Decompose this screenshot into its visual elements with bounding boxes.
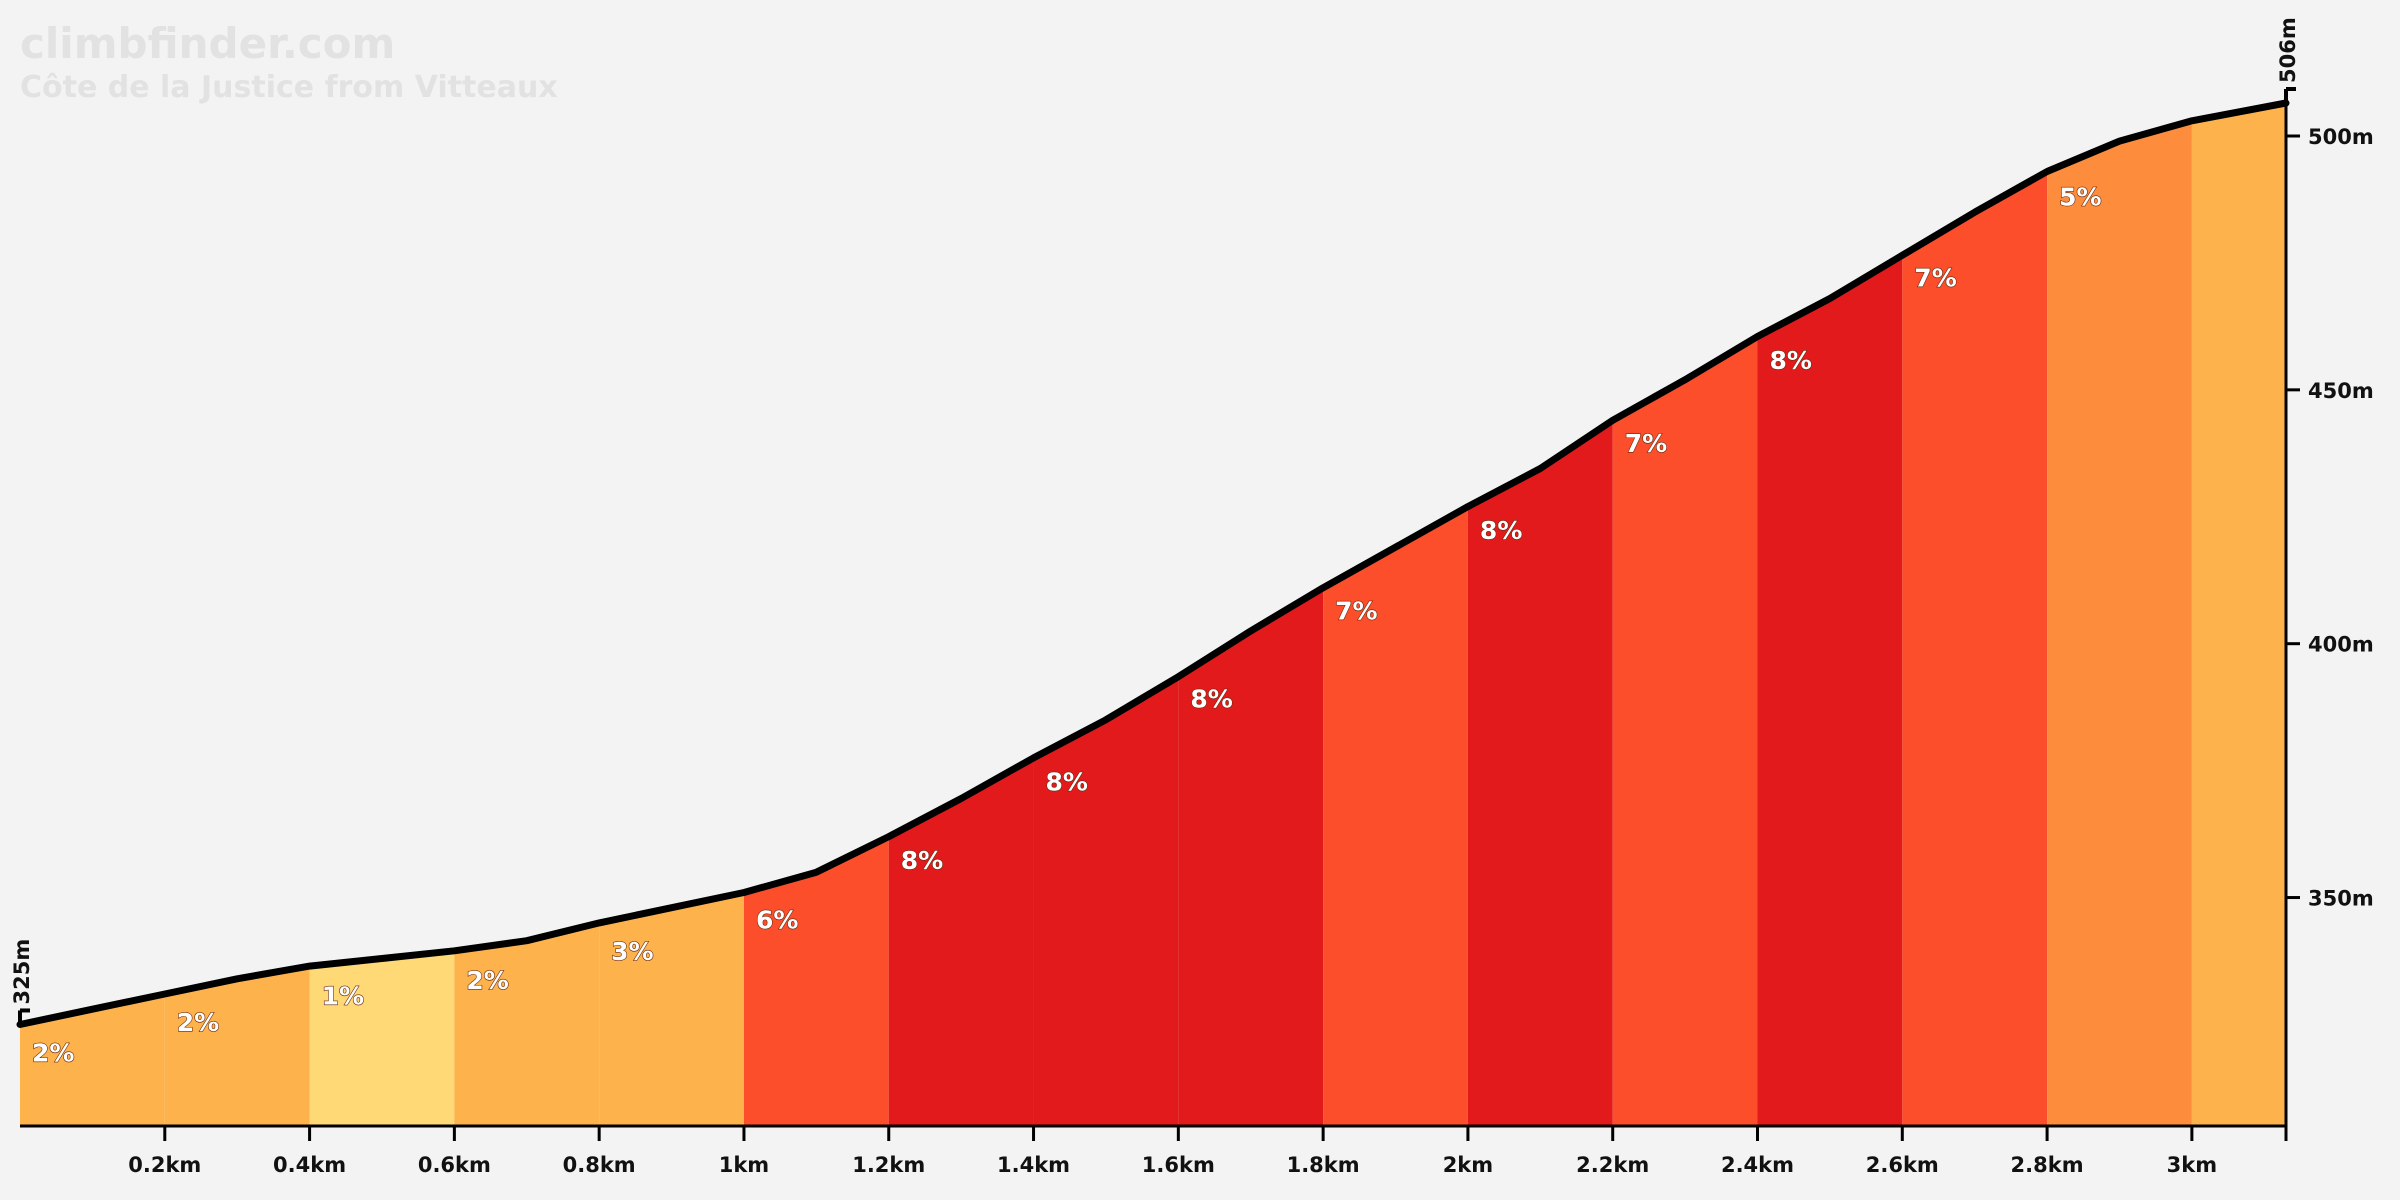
site-watermark: climbfinder.com: [20, 19, 395, 68]
gradient-label-12: 7%: [1625, 429, 1667, 458]
x-tick-label-12: 2.4km: [1721, 1153, 1794, 1177]
x-tick-label-2: 0.4km: [273, 1153, 346, 1177]
gradient-label-11: 8%: [1480, 516, 1522, 545]
gradient-segment-1: [20, 994, 165, 1126]
gradient-label-3: 1%: [322, 982, 364, 1011]
gradient-label-7: 8%: [901, 846, 943, 875]
x-tick-label-14: 2.8km: [2011, 1153, 2084, 1177]
gradient-segment-5: [599, 892, 744, 1126]
x-tick-label-9: 1.8km: [1287, 1153, 1360, 1177]
gradient-segment-4: [454, 922, 600, 1126]
climb-title: Côte de la Justice from Vitteaux: [20, 70, 558, 105]
gradient-segment-2: [164, 966, 310, 1126]
gradient-segment-7: [888, 757, 1034, 1126]
start-elevation-label: 325m: [10, 939, 34, 1005]
gradient-segment-13: [1757, 255, 1903, 1127]
x-tick-label-1: 0.2km: [128, 1153, 201, 1177]
gradient-label-14: 7%: [1914, 264, 1956, 293]
gradient-segment-15: [2047, 120, 2192, 1127]
gradient-label-15: 5%: [2059, 182, 2101, 211]
gradient-segment-12: [1612, 336, 1758, 1126]
gradient-label-4: 2%: [466, 966, 508, 995]
y-tick-label-2: 400m: [2308, 633, 2374, 657]
gradient-segment-10: [1323, 506, 1468, 1127]
y-tick-label-4: 500m: [2308, 125, 2374, 149]
end-elevation-label: 506m: [2276, 17, 2300, 83]
y-tick-label-3: 450m: [2308, 379, 2374, 403]
gradient-segment-3: [309, 950, 455, 1126]
gradient-label-10: 7%: [1335, 597, 1377, 626]
x-tick-label-7: 1.4km: [997, 1153, 1070, 1177]
gradient-segment-14: [1902, 171, 2048, 1127]
x-tick-label-4: 0.8km: [563, 1153, 636, 1177]
gradient-segment-9: [1178, 587, 1324, 1126]
x-tick-label-10: 2km: [1443, 1153, 1493, 1177]
y-tick-label-1: 350m: [2308, 887, 2374, 911]
gradient-label-5: 3%: [611, 937, 653, 966]
gradient-label-2: 2%: [177, 1008, 219, 1037]
x-tick-label-11: 2.2km: [1576, 1153, 1649, 1177]
gradient-segment-16: [2191, 103, 2286, 1126]
x-tick-label-8: 1.6km: [1142, 1153, 1215, 1177]
x-tick-label-3: 0.6km: [418, 1153, 491, 1177]
x-tick-label-15: 3km: [2167, 1153, 2217, 1177]
gradient-segment-8: [1033, 676, 1179, 1126]
gradient-segment-6: [743, 836, 889, 1126]
gradient-label-9: 8%: [1190, 685, 1232, 714]
gradient-label-6: 6%: [756, 905, 798, 934]
gradient-label-1: 2%: [32, 1038, 74, 1067]
gradient-label-13: 8%: [1770, 346, 1812, 375]
gradient-segment-11: [1467, 420, 1613, 1126]
x-tick-label-6: 1.2km: [852, 1153, 925, 1177]
gradient-label-8: 8%: [1046, 767, 1088, 796]
elevation-profile-line: [16, 99, 2290, 1028]
x-tick-label-5: 1km: [719, 1153, 769, 1177]
x-tick-label-13: 2.6km: [1866, 1153, 1939, 1177]
